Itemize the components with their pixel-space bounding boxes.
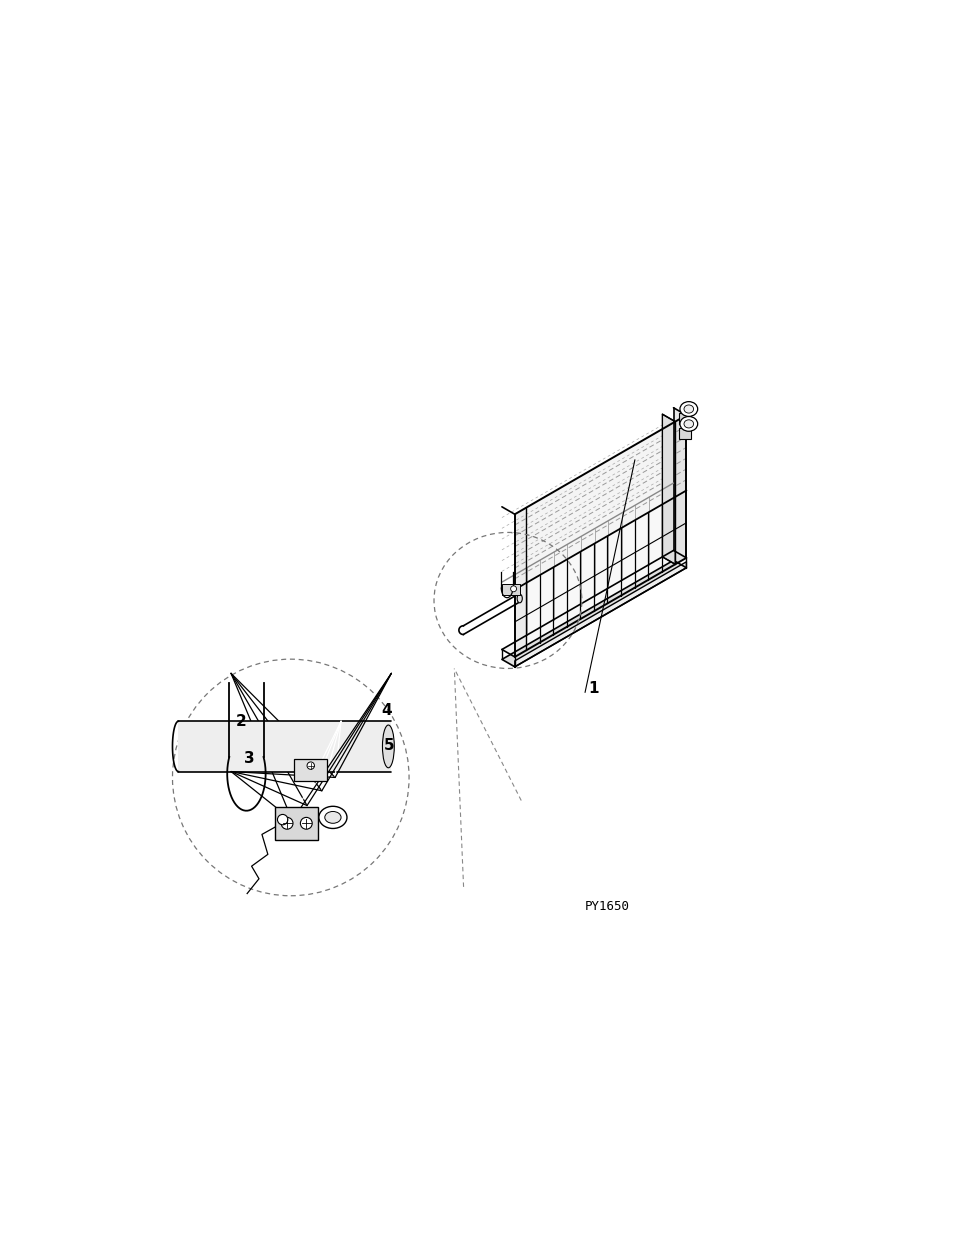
Polygon shape: [178, 721, 391, 772]
Ellipse shape: [683, 420, 693, 429]
Bar: [679, 414, 690, 424]
Polygon shape: [515, 490, 685, 657]
Bar: [275, 806, 317, 840]
Polygon shape: [515, 415, 685, 589]
Ellipse shape: [683, 405, 693, 412]
Circle shape: [307, 762, 314, 769]
Text: 5: 5: [383, 739, 395, 753]
Text: 4: 4: [381, 703, 392, 718]
Circle shape: [300, 818, 312, 829]
Polygon shape: [661, 414, 675, 564]
Ellipse shape: [517, 594, 521, 603]
Polygon shape: [501, 551, 685, 657]
Ellipse shape: [382, 725, 394, 768]
Text: 3: 3: [244, 751, 254, 766]
Ellipse shape: [679, 416, 697, 431]
Circle shape: [172, 659, 409, 895]
Polygon shape: [501, 561, 685, 667]
Bar: [502, 584, 519, 595]
Polygon shape: [515, 508, 525, 657]
Circle shape: [281, 818, 293, 829]
Text: PY1650: PY1650: [584, 899, 629, 913]
Ellipse shape: [318, 806, 347, 829]
Ellipse shape: [324, 811, 341, 824]
Bar: [679, 429, 690, 438]
Polygon shape: [675, 415, 685, 564]
Polygon shape: [515, 562, 685, 667]
Circle shape: [277, 814, 288, 825]
Bar: [294, 760, 327, 782]
Text: 1: 1: [588, 682, 598, 697]
Circle shape: [510, 585, 516, 592]
Polygon shape: [673, 408, 685, 558]
Text: 2: 2: [235, 714, 246, 729]
Ellipse shape: [679, 401, 697, 416]
